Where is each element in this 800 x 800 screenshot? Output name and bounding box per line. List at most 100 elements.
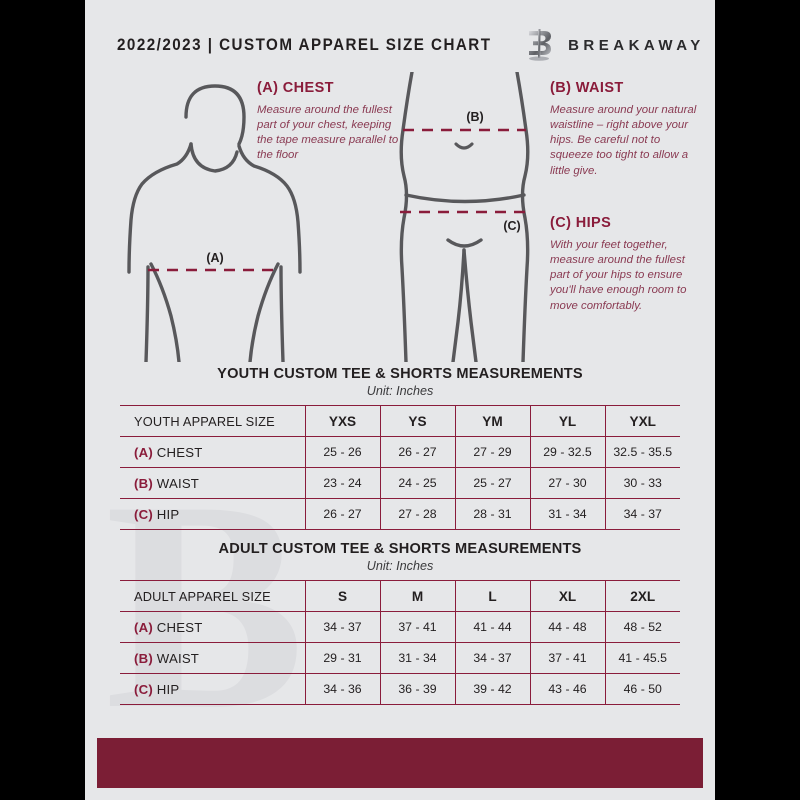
table-header-row: YOUTH APPAREL SIZE YXS YS YM YL YXL bbox=[120, 405, 680, 437]
note-chest: (A) CHEST Measure around the fullest par… bbox=[257, 80, 409, 164]
chest-marker-label: (A) bbox=[206, 251, 223, 265]
adult-waist-s: 29 - 31 bbox=[304, 642, 380, 674]
adult-size-l: L bbox=[454, 580, 530, 612]
footer-bar bbox=[97, 738, 703, 788]
note-waist-heading: (B) WAIST bbox=[550, 80, 624, 96]
note-chest-body: Measure around the fullest part of your … bbox=[257, 104, 399, 162]
youth-size-header: YOUTH APPAREL SIZE bbox=[120, 405, 305, 437]
waist-name: WAIST bbox=[156, 650, 200, 666]
chest-tag: (A) bbox=[134, 444, 153, 460]
adult-measurements-block: ADULT CUSTOM TEE & SHORTS MEASUREMENTS U… bbox=[85, 541, 715, 710]
adult-chest-2xl: 48 - 52 bbox=[604, 611, 680, 643]
youth-size-yl: YL bbox=[529, 405, 605, 437]
youth-waist-ym: 25 - 27 bbox=[454, 467, 530, 499]
adult-hip-m: 36 - 39 bbox=[379, 673, 455, 705]
brand-name: BREAKAWAY bbox=[568, 36, 705, 54]
youth-hip-yxs: 26 - 27 bbox=[304, 498, 380, 530]
adult-waist-2xl: 41 - 45.5 bbox=[604, 642, 680, 674]
breakaway-b-monogram-icon bbox=[524, 28, 554, 62]
hip-marker-label: (C) bbox=[503, 219, 520, 233]
adult-size-s: S bbox=[304, 580, 380, 612]
adult-size-header: ADULT APPAREL SIZE bbox=[120, 580, 305, 612]
adult-size-xl: XL bbox=[529, 580, 605, 612]
adult-table-unit: Unit: Inches bbox=[366, 559, 434, 573]
hip-name: HIP bbox=[156, 681, 180, 697]
adult-waist-l: 34 - 37 bbox=[454, 642, 530, 674]
youth-waist-yxl: 30 - 33 bbox=[604, 467, 680, 499]
youth-hip-ys: 27 - 28 bbox=[379, 498, 455, 530]
waist-tag: (B) bbox=[134, 650, 153, 666]
waist-marker-label: (B) bbox=[466, 110, 483, 124]
youth-measurements-block: YOUTH CUSTOM TEE & SHORTS MEASUREMENTS U… bbox=[85, 366, 715, 535]
table-row: (B) WAIST 29 - 31 31 - 34 34 - 37 37 - 4… bbox=[120, 642, 680, 674]
hip-name: HIP bbox=[156, 506, 180, 522]
youth-hip-yl: 31 - 34 bbox=[529, 498, 605, 530]
note-waist: (B) WAIST Measure around your natural wa… bbox=[550, 80, 702, 179]
youth-chest-ys: 26 - 27 bbox=[379, 436, 455, 468]
adult-size-2xl: 2XL bbox=[604, 580, 680, 612]
table-row: (B) WAIST 23 - 24 24 - 25 25 - 27 27 - 3… bbox=[120, 467, 680, 499]
youth-size-ym: YM bbox=[454, 405, 530, 437]
youth-chest-ym: 27 - 29 bbox=[454, 436, 530, 468]
table-row: (A) CHEST 25 - 26 26 - 27 27 - 29 29 - 3… bbox=[120, 436, 680, 468]
youth-row-chest-label: (A) CHEST bbox=[120, 436, 305, 468]
adult-table-title: ADULT CUSTOM TEE & SHORTS MEASUREMENTS bbox=[218, 541, 582, 557]
adult-hip-s: 34 - 36 bbox=[304, 673, 380, 705]
size-chart-page: B 2022/2023 | CUSTOM APPAREL SIZE CHART bbox=[85, 0, 715, 800]
adult-row-hip-label: (C) HIP bbox=[120, 673, 305, 705]
hip-tag: (C) bbox=[134, 506, 153, 522]
waist-name: WAIST bbox=[156, 475, 200, 491]
table-row: (C) HIP 34 - 36 36 - 39 39 - 42 43 - 46 … bbox=[120, 673, 680, 705]
note-waist-body: Measure around your natural waistline – … bbox=[550, 104, 697, 177]
youth-measurements-table: YOUTH APPAREL SIZE YXS YS YM YL YXL (A) … bbox=[120, 405, 680, 535]
chest-name: CHEST bbox=[156, 619, 203, 635]
youth-row-hip-label: (C) HIP bbox=[120, 498, 305, 530]
table-row: (C) HIP 26 - 27 27 - 28 28 - 31 31 - 34 … bbox=[120, 498, 680, 530]
youth-chest-yxs: 25 - 26 bbox=[304, 436, 380, 468]
page-title: 2022/2023 | CUSTOM APPAREL SIZE CHART bbox=[117, 35, 492, 54]
adult-waist-m: 31 - 34 bbox=[379, 642, 455, 674]
table-header-row: ADULT APPAREL SIZE S M L XL 2XL bbox=[120, 580, 680, 612]
chest-name: CHEST bbox=[156, 444, 203, 460]
youth-chest-yl: 29 - 32.5 bbox=[529, 436, 605, 468]
youth-table-unit: Unit: Inches bbox=[366, 384, 434, 398]
brand-lockup: BREAKAWAY bbox=[524, 28, 705, 62]
adult-hip-2xl: 46 - 50 bbox=[604, 673, 680, 705]
youth-chest-yxl: 32.5 - 35.5 bbox=[604, 436, 680, 468]
youth-waist-ys: 24 - 25 bbox=[379, 467, 455, 499]
hip-tag: (C) bbox=[134, 681, 153, 697]
youth-size-yxl: YXL bbox=[604, 405, 680, 437]
adult-chest-l: 41 - 44 bbox=[454, 611, 530, 643]
table-row: (A) CHEST 34 - 37 37 - 41 41 - 44 44 - 4… bbox=[120, 611, 680, 643]
chest-tag: (A) bbox=[134, 619, 153, 635]
measurement-illustrations: (A) (B) bbox=[85, 70, 715, 364]
youth-table-title: YOUTH CUSTOM TEE & SHORTS MEASUREMENTS bbox=[217, 366, 583, 382]
adult-row-waist-label: (B) WAIST bbox=[120, 642, 305, 674]
adult-hip-xl: 43 - 46 bbox=[529, 673, 605, 705]
youth-hip-yxl: 34 - 37 bbox=[604, 498, 680, 530]
youth-waist-yl: 27 - 30 bbox=[529, 467, 605, 499]
adult-chest-m: 37 - 41 bbox=[379, 611, 455, 643]
note-hips-body: With your feet together, measure around … bbox=[550, 239, 687, 312]
lower-body-figure: (B) (C) bbox=[390, 70, 540, 367]
youth-row-waist-label: (B) WAIST bbox=[120, 467, 305, 499]
youth-hip-ym: 28 - 31 bbox=[454, 498, 530, 530]
note-chest-heading: (A) CHEST bbox=[257, 80, 334, 96]
note-hips-heading: (C) HIPS bbox=[550, 215, 612, 231]
note-hips: (C) HIPS With your feet together, measur… bbox=[550, 215, 702, 314]
youth-size-yxs: YXS bbox=[304, 405, 380, 437]
youth-waist-yxs: 23 - 24 bbox=[304, 467, 380, 499]
adult-chest-s: 34 - 37 bbox=[304, 611, 380, 643]
page-header: 2022/2023 | CUSTOM APPAREL SIZE CHART bbox=[85, 28, 715, 62]
adult-chest-xl: 44 - 48 bbox=[529, 611, 605, 643]
adult-hip-l: 39 - 42 bbox=[454, 673, 530, 705]
waist-tag: (B) bbox=[134, 475, 153, 491]
table-bottom-rule bbox=[120, 529, 680, 535]
youth-size-ys: YS bbox=[379, 405, 455, 437]
adult-measurements-table: ADULT APPAREL SIZE S M L XL 2XL (A) CHES… bbox=[120, 580, 680, 710]
adult-size-m: M bbox=[379, 580, 455, 612]
table-bottom-rule bbox=[120, 704, 680, 710]
adult-row-chest-label: (A) CHEST bbox=[120, 611, 305, 643]
torso-figure: (A) bbox=[115, 72, 315, 367]
